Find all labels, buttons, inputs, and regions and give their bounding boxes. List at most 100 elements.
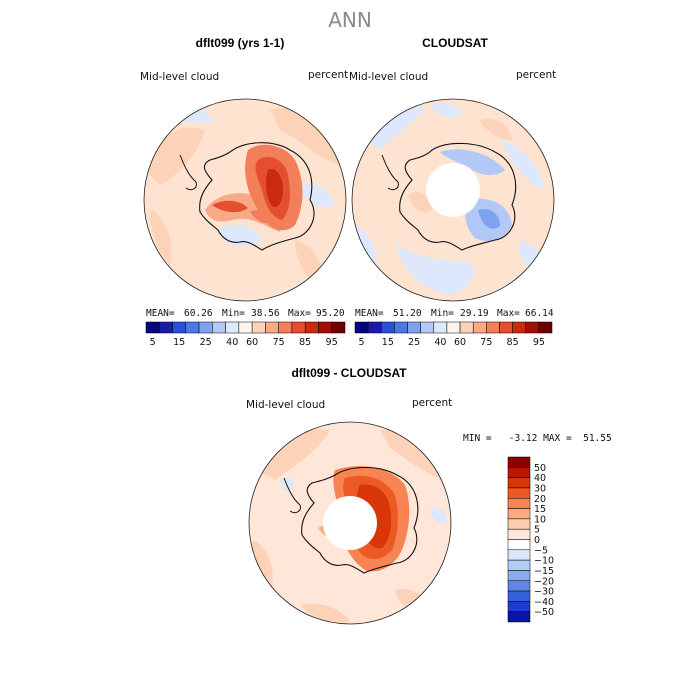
panel-diff-colorbar-swatch <box>507 518 531 530</box>
panel-obs-colorbar-swatch <box>459 321 474 334</box>
panel-model-max: Max= <box>288 308 311 319</box>
panel-diff-units: percent <box>412 397 452 409</box>
panel-model-units: percent <box>308 69 348 81</box>
panel-diff-colorbar-tick-label: −40 <box>534 597 554 608</box>
panel-model: dflt099 (yrs 1-1) Mid-level cloud percen… <box>140 36 348 348</box>
panel-diff-colorbar-tick-label: −5 <box>534 545 548 556</box>
panel-diff-colorbar-swatch <box>507 508 531 520</box>
panel-diff-colorbar-swatch <box>507 549 531 561</box>
panel-model-colorbar-tick-label: 95 <box>326 337 338 348</box>
panel-diff-stats: MIN = -3.12 MAX = 51.55 <box>463 433 612 444</box>
panel-obs-map <box>352 99 554 301</box>
panel-obs-colorbar: 5 15 25 40 60 75 85 95 <box>354 321 553 348</box>
panel-diff-colorbar-swatch <box>507 467 531 478</box>
panel-obs-colorbar-swatch <box>433 321 448 334</box>
panel-obs-max-value: 66.14 <box>525 308 554 319</box>
panel-diff-colorbar-swatch <box>507 611 531 623</box>
panel-model-colorbar-swatch <box>238 321 253 334</box>
panel-model-colorbar-swatch <box>159 321 173 334</box>
panel-diff-colorbar-tick-label: −50 <box>534 607 554 618</box>
panel-obs-colorbar-tick-label: 75 <box>480 337 492 348</box>
panel-obs-mean: MEAN= <box>355 308 384 319</box>
panel-model-colorbar-swatch <box>318 321 332 334</box>
panel-model-colorbar-swatch <box>265 321 279 334</box>
panel-model-colorbar-swatch <box>291 321 306 334</box>
panel-obs-colorbar-tick-label: 60 <box>454 337 466 348</box>
panel-diff-colorbar-tick-label: 30 <box>534 483 546 494</box>
panel-model-map <box>144 99 346 301</box>
panel-diff-colorbar-tick-label: 20 <box>534 494 546 505</box>
panel-obs-colorbar-swatch <box>486 321 500 334</box>
panel-diff-colorbar-swatch <box>507 477 531 489</box>
panel-obs: CLOUDSAT Mid-level cloud percent MEAN= 5… <box>349 36 556 348</box>
panel-diff-colorbar-tick-label: −30 <box>534 587 554 598</box>
panel-obs-colorbar-tick-label: 25 <box>408 337 420 348</box>
figure-title: ANN <box>328 8 372 32</box>
panel-obs-colorbar-tick-label: 5 <box>359 337 365 348</box>
panel-obs-variable: Mid-level cloud <box>349 71 428 83</box>
panel-model-colorbar-swatch <box>225 321 240 334</box>
panel-model-colorbar-tick-label: 40 <box>226 337 238 348</box>
panel-obs-units: percent <box>516 69 556 81</box>
panel-obs-mean-value: 51.20 <box>393 308 422 319</box>
panel-obs-colorbar-swatch <box>407 321 421 334</box>
panel-obs-colorbar-tick-label: 95 <box>533 337 545 348</box>
panel-model-colorbar-swatch <box>172 321 187 334</box>
panel-model-colorbar-tick-label: 75 <box>273 337 285 348</box>
panel-model-colorbar-tick-label: 60 <box>246 337 258 348</box>
panel-obs-colorbar-tick-label: 40 <box>434 337 446 348</box>
panel-diff-colorbar-tick-label: −20 <box>534 576 554 587</box>
panel-model-colorbar-swatch <box>198 321 213 334</box>
panel-obs-colorbar-swatch <box>354 321 369 334</box>
panel-diff-colorbar-swatch <box>507 528 531 540</box>
panel-diff-map <box>249 422 451 624</box>
panel-obs-max: Max= <box>497 308 520 319</box>
panel-obs-colorbar-swatch <box>525 321 540 334</box>
panel-model-min-value: 38.56 <box>251 308 280 319</box>
panel-diff-colorbar-tick-label: 15 <box>534 504 546 515</box>
panel-model-mean: MEAN= <box>146 308 175 319</box>
panel-model-title: dflt099 (yrs 1-1) <box>196 36 285 50</box>
panel-obs-colorbar-swatch <box>499 321 513 334</box>
panel-obs-min: Min= <box>431 308 454 319</box>
panel-obs-colorbar-swatch <box>394 321 408 334</box>
panel-diff-colorbar-swatch <box>507 601 531 612</box>
panel-obs-colorbar-swatch <box>472 321 487 334</box>
panel-model-colorbar-swatch <box>212 321 226 334</box>
panel-obs-colorbar-swatch <box>367 321 382 334</box>
panel-model-colorbar-swatch <box>304 321 319 334</box>
panel-model-colorbar-swatch <box>145 321 160 334</box>
panel-obs-colorbar-tick-label: 15 <box>382 337 394 348</box>
panel-obs-colorbar-swatch <box>381 321 395 334</box>
panel-diff-colorbar-swatch <box>507 487 531 499</box>
panel-model-colorbar: 5 15 25 40 60 75 85 95 <box>145 321 346 348</box>
panel-model-mean-value: 60.26 <box>184 308 213 319</box>
panel-model-colorbar-swatch <box>278 321 293 334</box>
panel-model-colorbar-tick-label: 85 <box>299 337 311 348</box>
panel-diff-colorbar-tick-label: −10 <box>534 556 554 567</box>
panel-diff-colorbar-swatch <box>507 580 531 592</box>
panel-model-colorbar-tick-label: 15 <box>173 337 185 348</box>
panel-model-colorbar-tick-label: 5 <box>150 337 156 348</box>
panel-diff-colorbar-tick-label: 40 <box>534 473 546 484</box>
panel-diff-colorbar-swatch <box>507 559 531 571</box>
panel-obs-colorbar-swatch <box>512 321 526 334</box>
panel-model-variable: Mid-level cloud <box>140 71 219 83</box>
panel-model-colorbar-swatch <box>185 321 200 334</box>
panel-diff-colorbar-swatch <box>507 539 531 551</box>
panel-obs-title: CLOUDSAT <box>422 36 488 50</box>
panel-model-colorbar-swatch <box>251 321 266 334</box>
panel-diff-colorbar-swatch <box>507 456 531 468</box>
panel-diff-colorbar-tick-label: 0 <box>534 535 540 546</box>
panel-diff-colorbar-tick-label: 5 <box>534 525 540 536</box>
panel-diff-colorbar-swatch <box>507 590 531 602</box>
panel-diff: dflt099 - CLOUDSAT Mid-level cloud perce… <box>246 366 612 625</box>
panel-diff-colorbar-tick-label: 50 <box>534 463 546 474</box>
panel-model-min: Min= <box>222 308 245 319</box>
panel-diff-colorbar-tick-label: 10 <box>534 514 546 525</box>
panel-diff-colorbar-swatch <box>507 570 531 581</box>
panel-diff-title: dflt099 - CLOUDSAT <box>291 366 407 380</box>
panel-diff-colorbar-tick-label: −15 <box>534 566 554 577</box>
